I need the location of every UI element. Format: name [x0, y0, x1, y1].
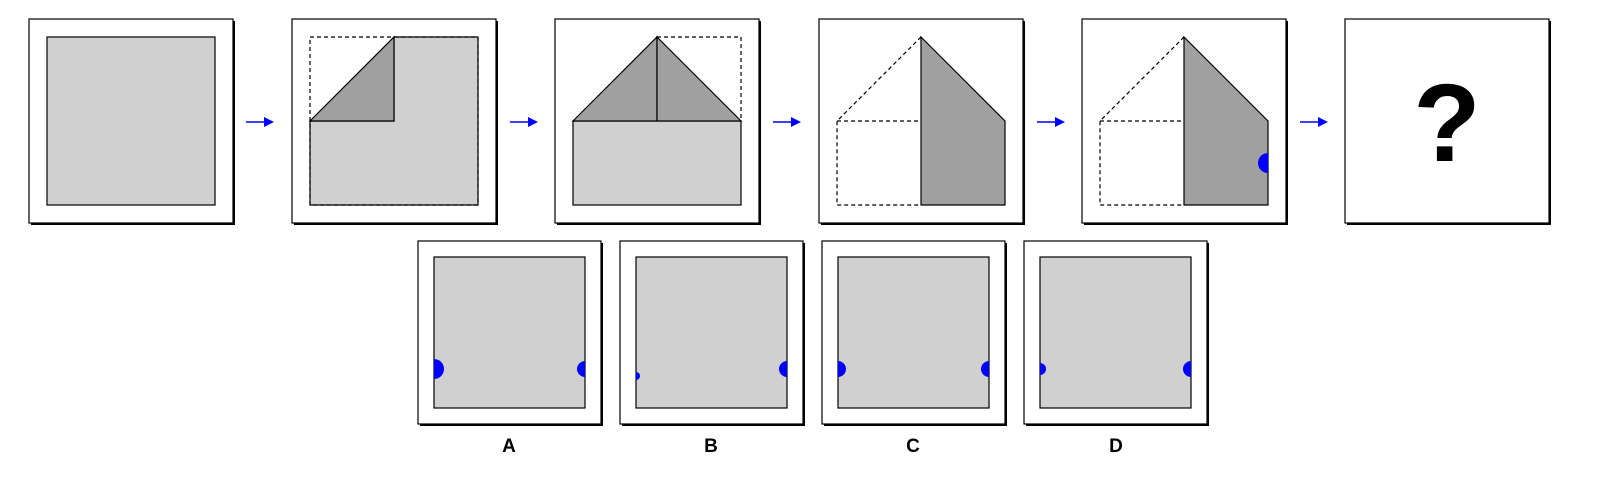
punched-hole	[1258, 153, 1268, 173]
folded-flap	[308, 35, 395, 122]
folded-half	[1183, 35, 1269, 206]
question-panel: ?	[1344, 18, 1551, 225]
arrow-5	[1300, 117, 1328, 127]
option-d[interactable]: D	[1023, 240, 1209, 457]
option-d-right-hole	[1183, 361, 1191, 377]
step-3-panel	[554, 18, 761, 225]
option-d-left-hole	[1040, 363, 1046, 375]
option-c[interactable]: C	[821, 240, 1007, 457]
arrow-4	[1037, 117, 1065, 127]
folded-half	[920, 35, 1006, 206]
option-a-left-hole	[434, 359, 444, 379]
option-b[interactable]: B	[619, 240, 805, 457]
option-b-label: B	[704, 436, 718, 457]
option-a-right-hole	[577, 361, 585, 377]
arrow-1	[246, 117, 274, 127]
original-outline	[836, 36, 922, 206]
right-flap	[656, 35, 743, 122]
option-c-paper	[837, 256, 990, 409]
option-b-paper	[635, 256, 788, 409]
option-b-left-hole	[636, 372, 640, 380]
option-d-label: D	[1109, 436, 1123, 457]
original-outline	[1099, 36, 1185, 206]
option-c-label: C	[906, 436, 920, 457]
step-1-panel	[28, 18, 235, 225]
arrow-2	[510, 117, 538, 127]
step-5-panel	[1081, 18, 1288, 225]
original-outline	[657, 36, 742, 121]
option-a-label: A	[502, 436, 516, 457]
question-mark: ?	[1413, 62, 1480, 185]
step-4-panel	[818, 18, 1025, 225]
step-2-panel	[291, 18, 498, 225]
option-c-right-hole	[981, 361, 989, 377]
arrow-3	[773, 117, 801, 127]
paper-square	[46, 36, 216, 206]
option-a[interactable]: A	[417, 240, 603, 457]
option-b-right-hole	[779, 361, 787, 377]
option-a-paper	[433, 256, 586, 409]
paper-bottom	[572, 120, 742, 206]
option-c-left-hole	[838, 361, 846, 377]
option-d-paper	[1039, 256, 1192, 409]
